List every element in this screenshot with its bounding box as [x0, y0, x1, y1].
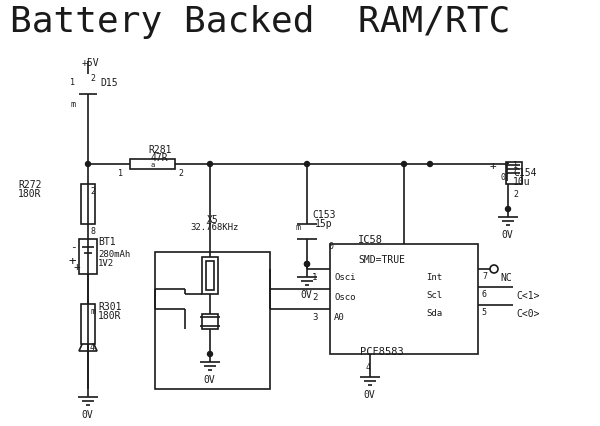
Text: Int: Int — [426, 272, 442, 281]
Text: 0: 0 — [500, 173, 505, 181]
Text: NC: NC — [500, 272, 512, 282]
Text: 15p: 15p — [315, 219, 332, 228]
Text: +: + — [490, 161, 497, 170]
Text: IC58: IC58 — [358, 234, 383, 245]
Text: R272: R272 — [18, 180, 41, 190]
Text: 10u: 10u — [513, 177, 530, 187]
Bar — [330, 245, 478, 354]
Text: Osco: Osco — [334, 292, 356, 301]
Bar — [155, 253, 270, 389]
Text: Battery Backed  RAM/RTC: Battery Backed RAM/RTC — [10, 5, 510, 39]
Text: 8: 8 — [90, 227, 95, 236]
Bar — [79, 239, 97, 274]
Text: 0V: 0V — [300, 289, 312, 299]
Text: BT1: BT1 — [98, 236, 116, 246]
Text: 2: 2 — [90, 74, 95, 83]
Circle shape — [401, 162, 407, 167]
Text: X5: X5 — [207, 215, 219, 225]
Text: A0: A0 — [334, 312, 345, 321]
Circle shape — [208, 352, 212, 357]
Circle shape — [506, 207, 511, 212]
Text: +: + — [68, 254, 76, 268]
Text: +5V: +5V — [82, 58, 100, 68]
Bar — [130, 160, 175, 170]
Text: 1: 1 — [312, 272, 317, 281]
Text: 0V: 0V — [501, 230, 513, 239]
Circle shape — [86, 162, 91, 167]
Polygon shape — [79, 331, 97, 351]
Text: +: + — [74, 262, 81, 271]
Circle shape — [305, 162, 310, 167]
Text: 0V: 0V — [363, 389, 375, 399]
Text: 47R: 47R — [150, 153, 167, 163]
Text: C<1>: C<1> — [516, 290, 539, 300]
Text: 180R: 180R — [98, 310, 122, 320]
Text: 5: 5 — [481, 307, 486, 316]
Text: -: - — [70, 242, 77, 251]
Text: R281: R281 — [148, 145, 172, 155]
Text: m: m — [70, 100, 75, 109]
Text: Osci: Osci — [334, 272, 356, 281]
Circle shape — [305, 262, 310, 267]
Text: 1: 1 — [513, 161, 518, 170]
Text: 7: 7 — [482, 271, 487, 280]
Bar — [206, 262, 214, 290]
Text: 4: 4 — [90, 342, 95, 351]
Text: Scl: Scl — [426, 290, 442, 299]
Text: 1V2: 1V2 — [98, 259, 114, 268]
Text: 2: 2 — [312, 292, 317, 301]
Text: 4: 4 — [366, 362, 371, 371]
Text: 0: 0 — [328, 242, 333, 250]
Circle shape — [208, 162, 212, 167]
Text: C154: C154 — [513, 167, 536, 178]
Circle shape — [305, 262, 310, 267]
Text: 2: 2 — [90, 187, 95, 196]
Text: 3: 3 — [312, 312, 317, 321]
Text: 180R: 180R — [18, 189, 41, 199]
Text: 1: 1 — [70, 78, 75, 87]
Text: 2: 2 — [178, 169, 183, 178]
Text: C153: C153 — [312, 210, 335, 219]
Bar — [506, 163, 522, 184]
Text: 0V: 0V — [203, 374, 215, 384]
Text: Sda: Sda — [426, 308, 442, 317]
Text: PCF8583: PCF8583 — [360, 346, 404, 356]
Text: 280mAh: 280mAh — [98, 249, 130, 259]
Text: 6: 6 — [481, 289, 486, 298]
Text: m: m — [295, 222, 300, 231]
Bar — [202, 314, 218, 329]
Text: SMD=TRUE: SMD=TRUE — [358, 254, 405, 265]
Text: C<0>: C<0> — [516, 308, 539, 318]
Text: 32.768KHz: 32.768KHz — [190, 222, 238, 231]
Text: D15: D15 — [100, 78, 118, 88]
Text: a: a — [150, 161, 154, 167]
Text: m: m — [90, 306, 95, 315]
Bar — [202, 257, 218, 294]
Text: 0V: 0V — [81, 409, 93, 419]
Bar — [81, 184, 95, 225]
Text: 2: 2 — [513, 190, 518, 199]
Text: R301: R301 — [98, 301, 122, 311]
Text: 1: 1 — [118, 169, 123, 178]
Bar — [81, 304, 95, 344]
Circle shape — [427, 162, 433, 167]
